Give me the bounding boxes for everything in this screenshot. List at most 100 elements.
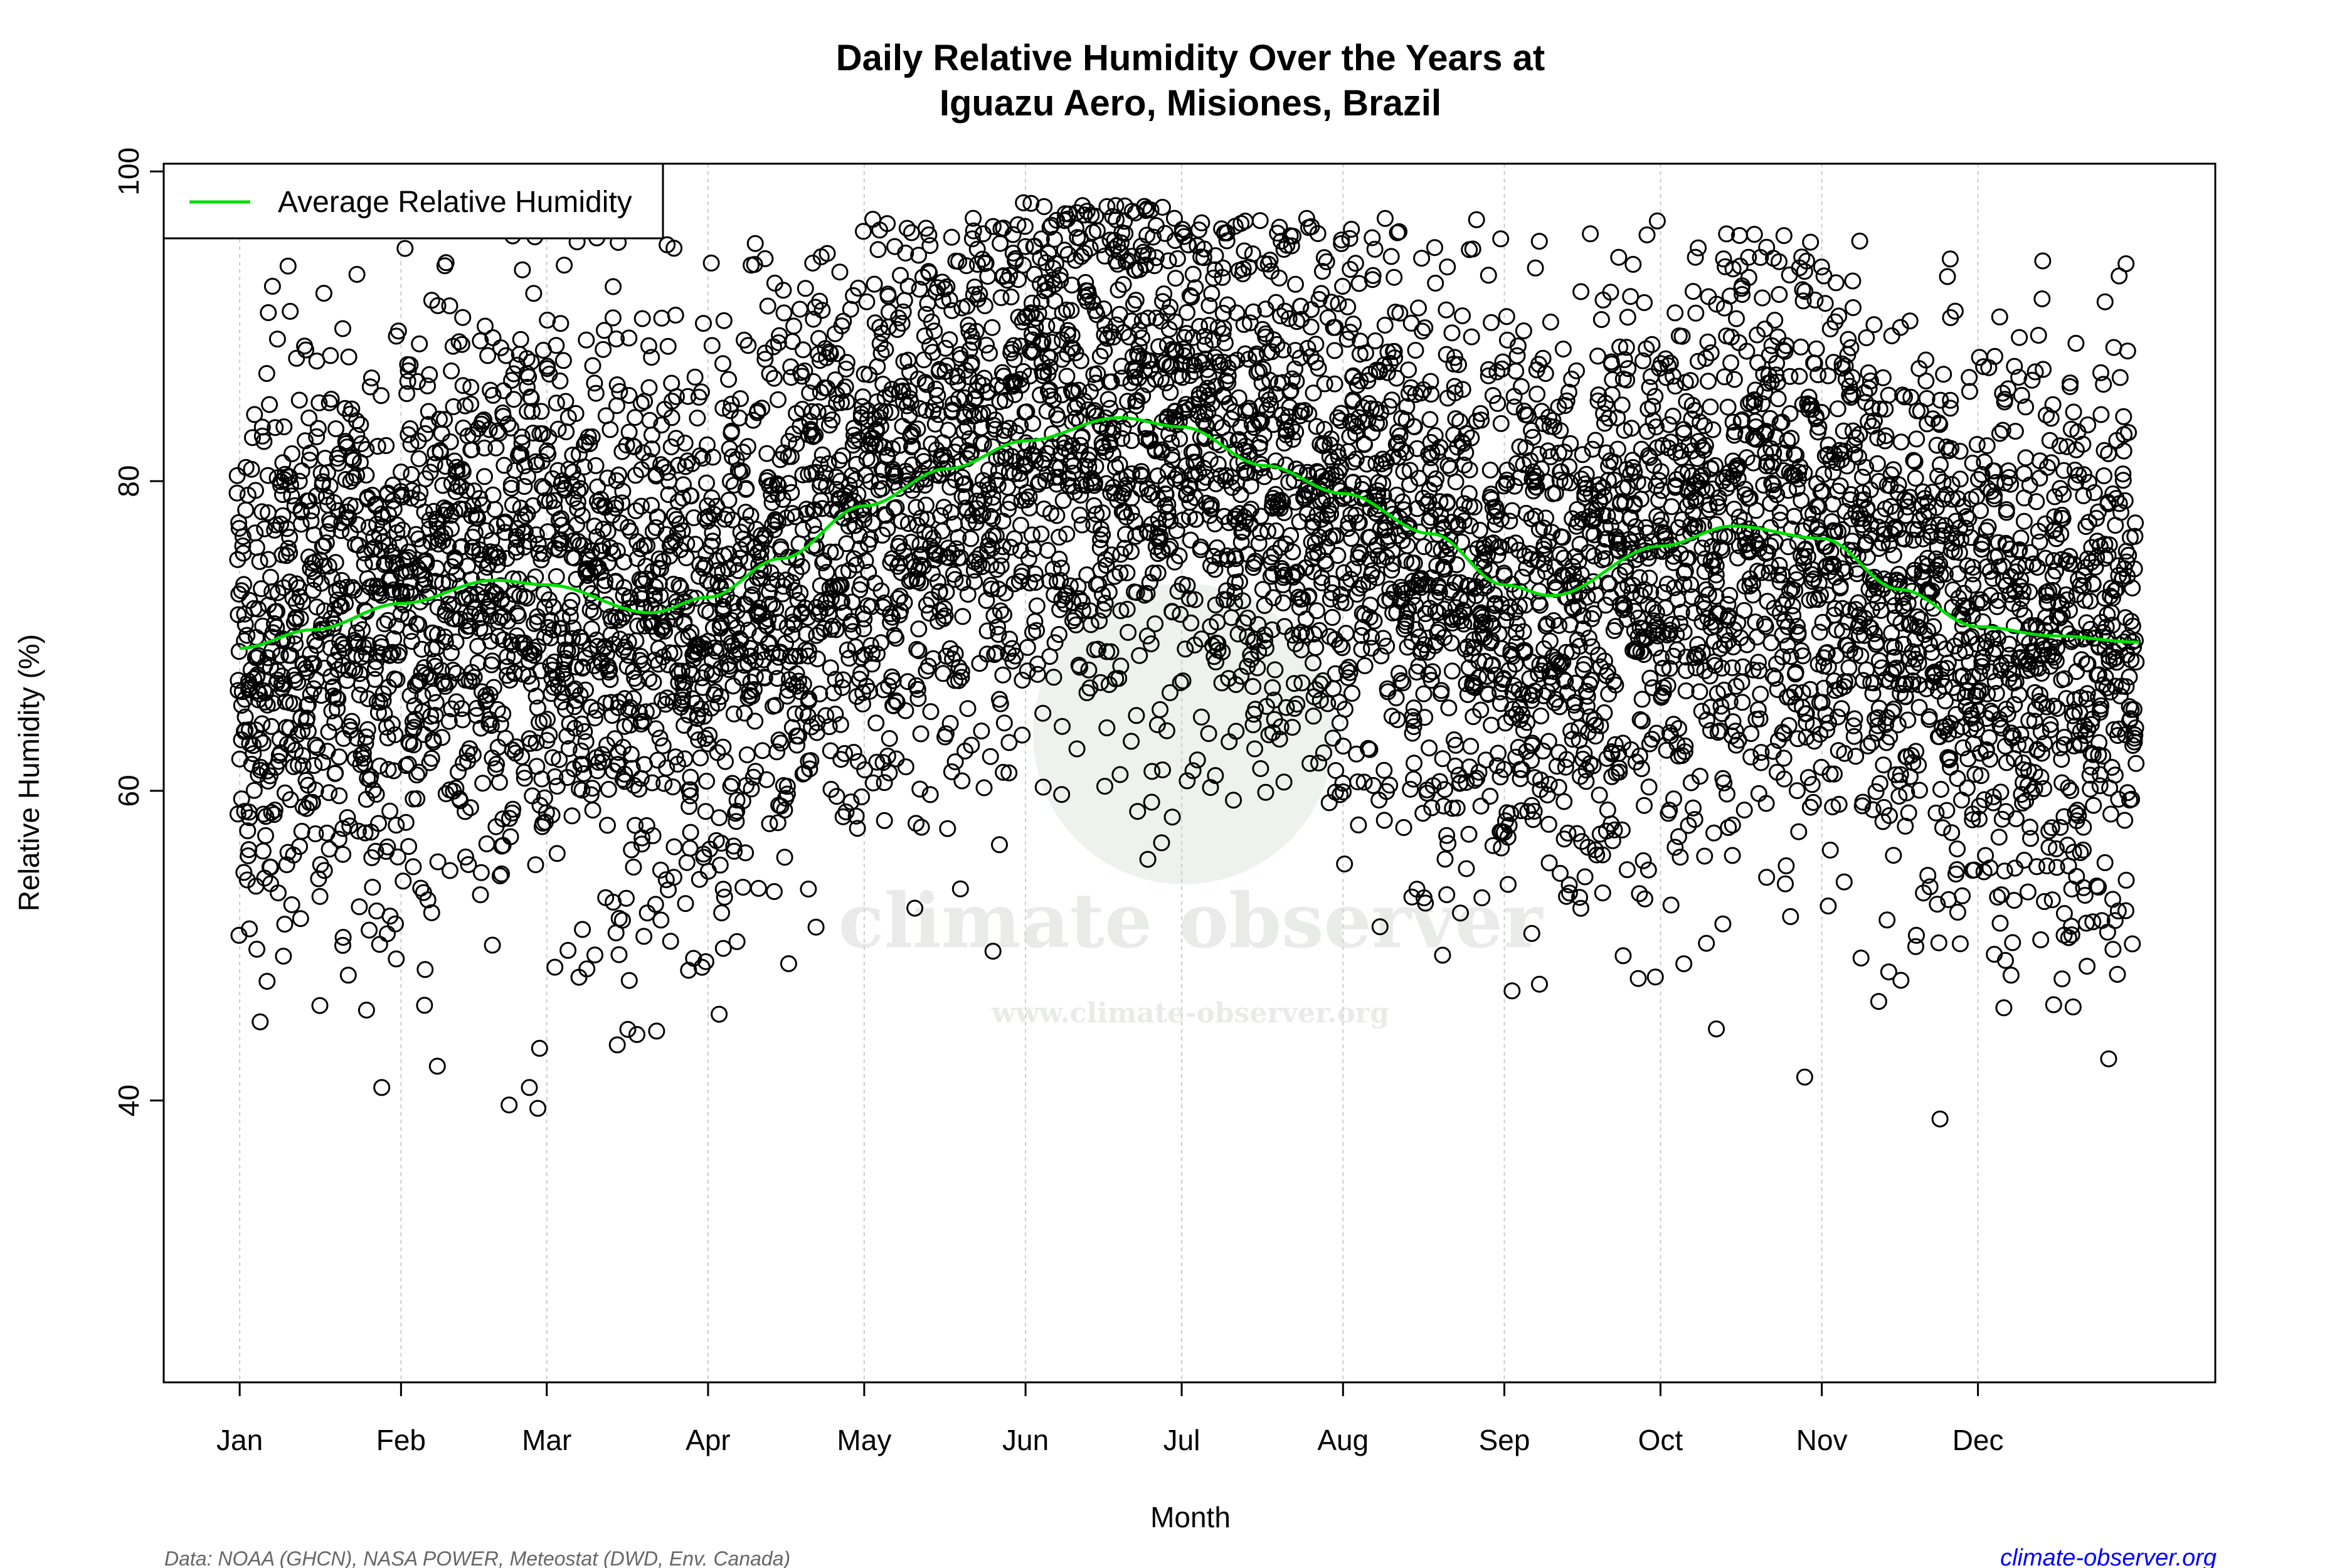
observation-point — [1308, 602, 1325, 620]
observation-point — [411, 672, 429, 690]
observation-point — [1036, 198, 1053, 215]
observation-point — [1326, 342, 1343, 359]
observation-point — [401, 420, 419, 437]
observation-point — [512, 511, 530, 529]
observation-point — [973, 723, 990, 739]
observation-point — [254, 734, 272, 752]
observation-point — [678, 854, 696, 871]
observation-point — [1377, 209, 1394, 227]
observation-point — [1492, 230, 1510, 248]
observation-point — [369, 438, 386, 455]
observation-point — [608, 1036, 626, 1054]
observation-point — [1382, 248, 1400, 265]
observation-point — [388, 516, 406, 534]
observation-point — [392, 605, 410, 623]
observation-point — [1123, 432, 1140, 449]
observation-point — [334, 936, 351, 954]
observation-point — [1528, 385, 1546, 403]
observation-point — [664, 778, 682, 796]
observation-point — [354, 744, 372, 762]
observation-point — [462, 379, 480, 396]
observation-point — [235, 864, 253, 881]
observation-point — [959, 700, 977, 718]
observation-point — [1413, 250, 1431, 267]
observation-point — [433, 673, 450, 691]
observation-point — [577, 733, 595, 750]
observation-point — [1460, 825, 1478, 843]
observation-point — [1468, 211, 1485, 228]
observation-point — [275, 418, 293, 435]
observation-point — [1032, 525, 1050, 543]
observation-point — [511, 588, 529, 605]
observation-point — [665, 838, 683, 856]
observation-point — [487, 585, 505, 603]
observation-point — [714, 355, 731, 373]
observation-point — [667, 430, 685, 447]
observation-point — [261, 858, 278, 876]
observation-point — [458, 482, 475, 499]
observation-point — [270, 753, 287, 770]
observation-point — [453, 538, 470, 555]
observation-point — [607, 573, 624, 591]
observation-point — [866, 275, 883, 293]
observation-point — [1019, 638, 1036, 656]
observation-point — [551, 372, 569, 389]
observation-point — [1594, 884, 1611, 902]
observation-point — [1446, 757, 1464, 775]
observation-point — [618, 889, 635, 907]
observation-point — [1592, 311, 1610, 328]
observation-point — [432, 442, 449, 459]
observation-point — [464, 746, 482, 763]
observation-point — [1622, 288, 1640, 305]
observation-point — [635, 928, 653, 945]
observation-point — [283, 896, 300, 913]
observation-point — [1532, 771, 1549, 788]
observation-point — [754, 742, 771, 760]
observation-point — [1613, 396, 1631, 414]
observation-point — [395, 872, 412, 890]
observation-point — [484, 936, 501, 954]
observation-point — [445, 398, 462, 415]
observation-point — [441, 297, 458, 315]
observation-point — [371, 936, 388, 953]
observation-point — [327, 420, 345, 438]
observation-point — [358, 441, 375, 458]
observation-point — [1650, 472, 1668, 489]
observation-point — [711, 809, 728, 827]
observation-point — [702, 254, 720, 272]
observation-point — [462, 799, 479, 817]
observation-point — [385, 501, 403, 518]
observation-point — [250, 600, 267, 618]
observation-point — [1323, 608, 1341, 626]
observation-point — [995, 606, 1012, 623]
observation-point — [867, 714, 885, 732]
observation-point — [1010, 271, 1027, 289]
observation-point — [494, 404, 512, 421]
observation-point — [587, 457, 605, 474]
observation-point — [1596, 704, 1613, 721]
observation-point — [367, 495, 384, 513]
observation-point — [519, 468, 536, 485]
observation-point — [524, 425, 542, 442]
observation-point — [1336, 856, 1353, 872]
observation-point — [411, 335, 428, 352]
observation-point — [403, 482, 421, 499]
observation-point — [299, 697, 315, 714]
observation-point — [281, 694, 299, 711]
observation-point — [371, 526, 388, 543]
observation-point — [605, 278, 622, 295]
observation-point — [228, 467, 246, 484]
observation-point — [1440, 699, 1458, 717]
observation-point — [822, 742, 839, 760]
observation-point — [418, 555, 435, 573]
observation-point — [1555, 793, 1573, 810]
observation-point — [309, 420, 327, 437]
observation-point — [1530, 233, 1548, 250]
observation-point — [917, 496, 935, 514]
observation-point — [1282, 527, 1300, 544]
observation-point — [379, 925, 396, 943]
observation-point — [264, 694, 282, 712]
observation-point — [349, 516, 366, 534]
observation-point — [312, 575, 330, 592]
observation-point — [245, 781, 263, 799]
